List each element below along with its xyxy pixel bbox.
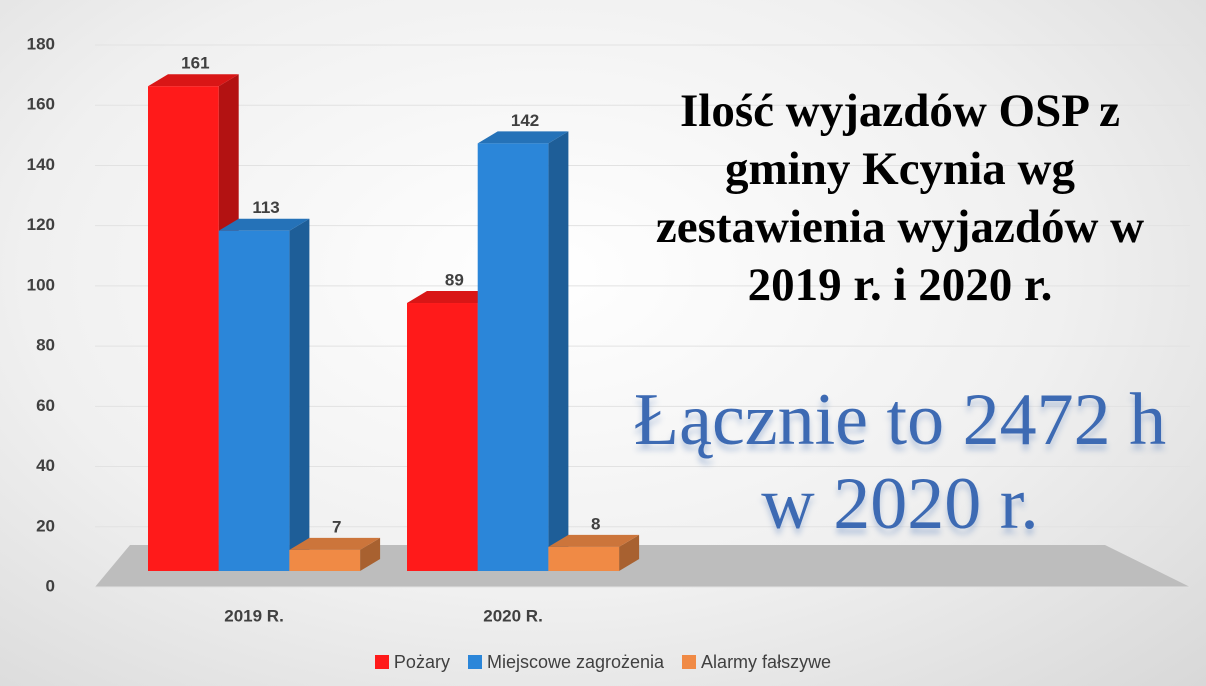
legend-item: Alarmy fałszywe — [682, 652, 831, 673]
y-tick-label: 80 — [36, 336, 55, 355]
bar-side — [619, 534, 640, 571]
legend-item: Miejscowe zagrożenia — [467, 652, 665, 673]
bar-top — [548, 534, 640, 547]
bar — [407, 303, 478, 571]
data-label: 8 — [591, 514, 600, 533]
legend-label: Alarmy fałszywe — [701, 652, 832, 672]
legend-item: Pożary — [374, 652, 450, 673]
chart-title: Ilość wyjazdów OSP z gminy Kcynia wg zes… — [655, 85, 1145, 311]
y-tick-label: 160 — [27, 95, 55, 114]
bar-side — [548, 131, 569, 571]
y-tick-label: 140 — [27, 155, 55, 174]
legend: Pożary Miejscowe zagrożenia Alarmy fałszyw… — [0, 652, 1206, 673]
bar — [148, 86, 219, 571]
y-tick-label: 120 — [27, 215, 55, 234]
bar-side — [360, 537, 381, 571]
legend-swatch — [467, 655, 482, 669]
data-label: 161 — [181, 54, 209, 73]
bar — [289, 549, 361, 571]
x-tick-label: 2019 R. — [224, 606, 284, 625]
y-tick-label: 0 — [46, 576, 55, 595]
legend-label: Pożary — [393, 652, 450, 672]
data-label: 7 — [332, 517, 341, 536]
legend-label: Miejscowe zagrożenia — [486, 652, 665, 672]
legend-swatch — [374, 655, 389, 669]
x-tick-label: 2020 R. — [483, 606, 543, 625]
bar — [218, 230, 290, 571]
bar — [477, 143, 549, 571]
annotation: Łącznie to 2472 h w 2020 r. — [633, 379, 1167, 545]
bar — [548, 546, 620, 571]
data-label: 89 — [445, 270, 464, 289]
data-label: 142 — [511, 111, 539, 130]
data-label: 113 — [252, 198, 279, 217]
bar-top — [289, 537, 381, 550]
bar-top — [477, 131, 569, 144]
legend-swatch — [682, 655, 697, 669]
y-tick-label: 60 — [36, 396, 55, 415]
bar-top — [148, 74, 239, 87]
y-tick-label: 20 — [36, 516, 55, 535]
bar-side — [289, 218, 310, 571]
bar-top — [407, 291, 498, 304]
bar-top — [218, 218, 310, 231]
y-tick-label: 100 — [27, 275, 55, 294]
y-tick-label: 180 — [27, 34, 55, 53]
y-tick-label: 40 — [36, 456, 55, 475]
